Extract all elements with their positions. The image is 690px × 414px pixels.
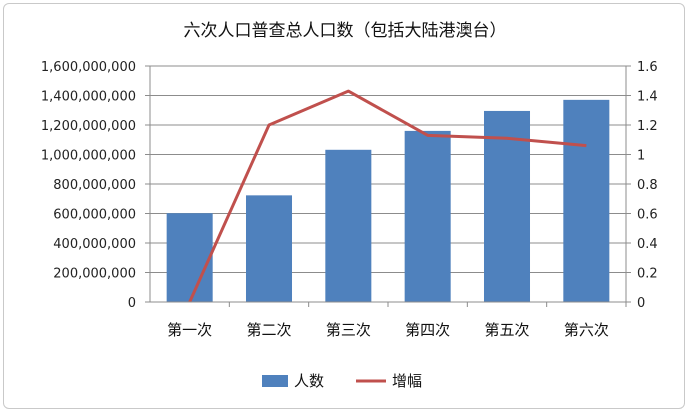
- y-left-tick-label: 400,000,000: [53, 237, 136, 252]
- bar: [563, 99, 610, 302]
- y-left-tick-label: 1,000,000,000: [41, 149, 136, 164]
- legend-label: 人数: [294, 372, 324, 390]
- y-left-tick-label: 1,200,000,000: [41, 119, 136, 134]
- y-left-tick-label: 800,000,000: [53, 178, 136, 193]
- x-tick-label: 第六次: [564, 321, 609, 339]
- bar: [245, 195, 293, 302]
- bar-series: [166, 99, 610, 302]
- y-right-tick-label: 1.6: [637, 60, 658, 75]
- legend: 人数 增幅: [262, 372, 422, 390]
- y-right-tick-label: 1.2: [637, 119, 658, 134]
- y-right-tick-label: 0.2: [637, 267, 658, 282]
- x-tick-label: 第二次: [246, 321, 291, 339]
- y-right-tick-label: 0: [637, 296, 645, 311]
- y-right-tick-label: 0.4: [637, 237, 658, 252]
- y-right-tick-label: 0.8: [637, 178, 658, 193]
- y-right-tick-label: 1: [637, 149, 645, 164]
- y-right-tick-label: 1.4: [637, 90, 658, 105]
- x-tick-label: 第五次: [484, 321, 529, 339]
- axes: 0 200,000,000 400,000,000 600,000,000 800,00…: [41, 60, 658, 339]
- line-path: [188, 89, 587, 303]
- y-left-tick-label: 200,000,000: [53, 267, 136, 282]
- y-left-tick-label: 1,600,000,000: [41, 60, 136, 75]
- y-left-tick-label: 600,000,000: [53, 208, 136, 223]
- bar: [325, 149, 372, 302]
- x-tick-label: 第四次: [405, 321, 450, 339]
- bar: [166, 213, 213, 302]
- legend-label: 增幅: [392, 372, 422, 390]
- x-tick-label: 第三次: [326, 321, 371, 339]
- bar: [483, 110, 531, 302]
- chart-title: 六次人口普查总人口数（包括大陆港澳台）: [184, 21, 507, 41]
- bar: [404, 130, 451, 302]
- legend-swatch-bar: [262, 375, 288, 387]
- y-left-tick-label: 0: [128, 296, 136, 311]
- x-tick-label: 第一次: [167, 321, 212, 339]
- gridlines: [150, 65, 626, 273]
- y-left-tick-label: 1,400,000,000: [41, 90, 136, 105]
- y-right-tick-label: 0.6: [637, 208, 658, 223]
